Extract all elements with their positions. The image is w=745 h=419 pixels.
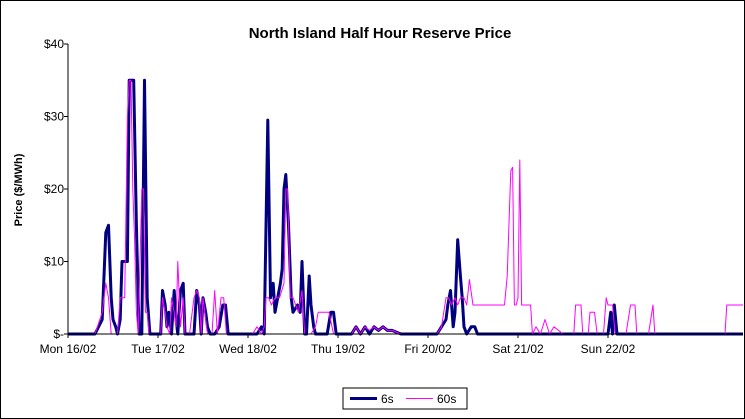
legend: 6s 60s [342, 387, 468, 410]
y-tick-label: $40 [44, 37, 64, 51]
y-tick-label: $30 [44, 110, 64, 124]
x-tick-label: Sat 21/02 [492, 342, 544, 356]
series-line-6s [68, 78, 743, 336]
x-tick-label: Sun 22/02 [581, 342, 636, 356]
x-tick-label: Fri 20/02 [404, 342, 452, 356]
chart-title: North Island Half Hour Reserve Price [249, 25, 512, 42]
x-tick-label: Tue 17/02 [131, 342, 185, 356]
x-tick-label: Thu 19/02 [311, 342, 365, 356]
x-tick-label: Mon 16/02 [40, 342, 97, 356]
y-axis: $- $10 $20 $30 $40 [44, 37, 68, 341]
legend-label-6s: 6s [381, 392, 394, 406]
y-axis-label: Price ($/MWh) [13, 153, 25, 226]
legend-box [342, 387, 468, 410]
plot-area [68, 78, 743, 336]
y-tick-label: $- [53, 327, 64, 341]
series-line-60s [68, 79, 743, 335]
y-tick-label: $20 [44, 182, 64, 196]
x-axis: Mon 16/02 Tue 17/02 Wed 18/02 Thu 19/02 Fri … [40, 334, 636, 356]
x-tick-label: Wed 18/02 [219, 342, 277, 356]
y-tick-label: $10 [44, 255, 64, 269]
legend-label-60s: 60s [437, 392, 456, 406]
